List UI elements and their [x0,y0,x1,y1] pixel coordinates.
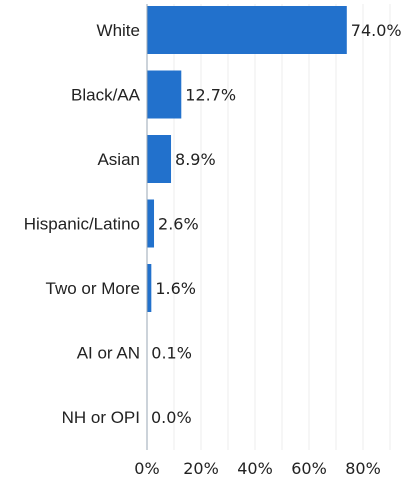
x-tick-0: 0% [134,459,159,478]
category-label-white: White [97,21,140,40]
x-tick-20: 20% [183,459,219,478]
bar-asian [147,135,172,183]
bar-white [147,6,347,54]
value-labels: 74.0% 12.7% 8.9% 2.6% 1.6% 0.1% 0.0% [151,21,402,427]
value-label-two-or-more: 1.6% [155,279,196,298]
x-tick-80: 80% [345,459,381,478]
bar-black-aa [147,70,182,119]
category-label-asian: Asian [97,150,140,169]
category-label-nh-or-opi: NH or OPI [62,408,140,427]
value-label-nh-or-opi: 0.0% [151,408,192,427]
category-label-hispanic-latino: Hispanic/Latino [24,215,140,234]
category-label-ai-or-an: AI or AN [77,344,140,363]
x-tick-labels: 0% 20% 40% 60% 80% [134,459,380,478]
value-label-ai-or-an: 0.1% [151,344,192,363]
category-labels: White Black/AA Asian Hispanic/Latino Two or … [24,21,141,427]
bars [147,6,347,377]
value-label-white: 74.0% [351,21,402,40]
bar-hispanic-latino [147,199,155,248]
value-label-asian: 8.9% [175,150,216,169]
value-label-hispanic-latino: 2.6% [158,215,199,234]
gridlines [173,4,391,450]
x-tick-60: 60% [291,459,327,478]
value-label-black-aa: 12.7% [185,86,236,105]
category-label-black-aa: Black/AA [71,86,141,105]
category-label-two-or-more: Two or More [46,279,140,298]
x-tick-40: 40% [237,459,273,478]
bar-two-or-more [147,264,152,312]
